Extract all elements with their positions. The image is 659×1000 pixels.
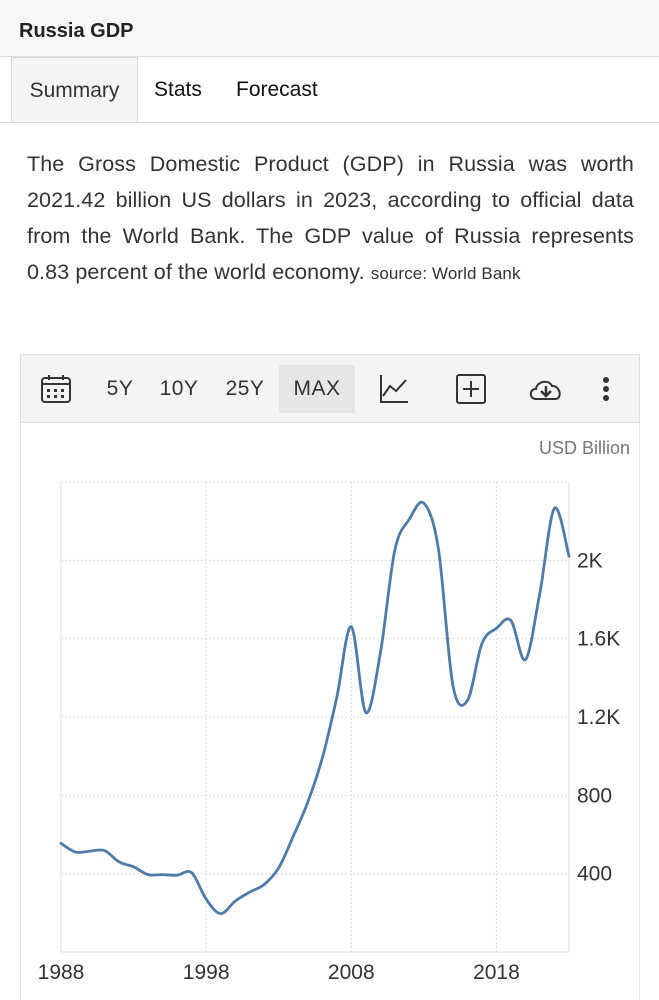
chart-grid — [60, 481, 570, 953]
unit-label: USD Billion — [539, 438, 630, 458]
summary-text: The Gross Domestic Product (GDP) in Russ… — [27, 146, 634, 292]
y-tick-label: 400 — [577, 863, 612, 886]
cloud-download-icon[interactable] — [526, 372, 566, 406]
line-chart-icon[interactable] — [377, 372, 411, 406]
x-tick-label: 2008 — [328, 961, 375, 984]
range-5y-button[interactable]: 5Y — [106, 377, 134, 400]
top-bar: Russia GDP — [0, 0, 659, 57]
x-tick-label: 1998 — [183, 961, 230, 984]
gdp-series-line — [59, 500, 571, 915]
gdp-chart: USD Billion 400 800 1.2K 1.6K 2K 1988 1998 200… — [20, 422, 640, 1000]
page-title: Russia GDP — [19, 20, 134, 42]
summary-body: The Gross Domestic Product (GDP) in Russ… — [27, 152, 634, 284]
tab-stats[interactable]: Stats — [154, 78, 202, 101]
range-10y-button[interactable]: 10Y — [159, 377, 199, 400]
tab-bar: Summary Stats Forecast — [0, 57, 659, 123]
chart-toolbar: 5Y 10Y 25Y MAX — [20, 354, 640, 423]
add-box-icon[interactable] — [454, 372, 488, 406]
x-tick-label: 2018 — [473, 961, 520, 984]
more-vertical-icon[interactable] — [594, 372, 618, 406]
range-25y-button[interactable]: 25Y — [225, 377, 265, 400]
x-axis: 1988 1998 2008 2018 — [38, 961, 520, 984]
source-link[interactable]: source: World Bank — [370, 264, 521, 283]
tab-summary[interactable]: Summary — [11, 57, 138, 122]
y-axis: 400 800 1.2K 1.6K 2K — [577, 549, 620, 885]
x-tick-label: 1988 — [38, 961, 85, 984]
y-tick-label: 1.2K — [577, 706, 620, 729]
gdp-line-chart: USD Billion 400 800 1.2K 1.6K 2K 1988 1998 200… — [38, 438, 630, 984]
y-tick-label: 1.6K — [577, 628, 620, 651]
y-tick-label: 800 — [577, 784, 612, 807]
y-tick-label: 2K — [577, 549, 603, 572]
range-max-button[interactable]: MAX — [279, 365, 355, 413]
calendar-icon[interactable] — [39, 372, 73, 406]
tab-forecast[interactable]: Forecast — [236, 78, 318, 101]
